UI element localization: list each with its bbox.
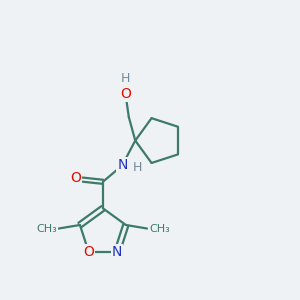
Text: CH₃: CH₃ — [36, 224, 57, 233]
Text: N: N — [117, 158, 128, 172]
Text: H: H — [121, 72, 130, 85]
Text: O: O — [120, 87, 131, 101]
Text: CH₃: CH₃ — [149, 224, 170, 233]
Text: H: H — [133, 161, 142, 175]
Text: O: O — [83, 245, 94, 259]
Text: O: O — [70, 171, 81, 185]
Text: N: N — [112, 245, 122, 259]
